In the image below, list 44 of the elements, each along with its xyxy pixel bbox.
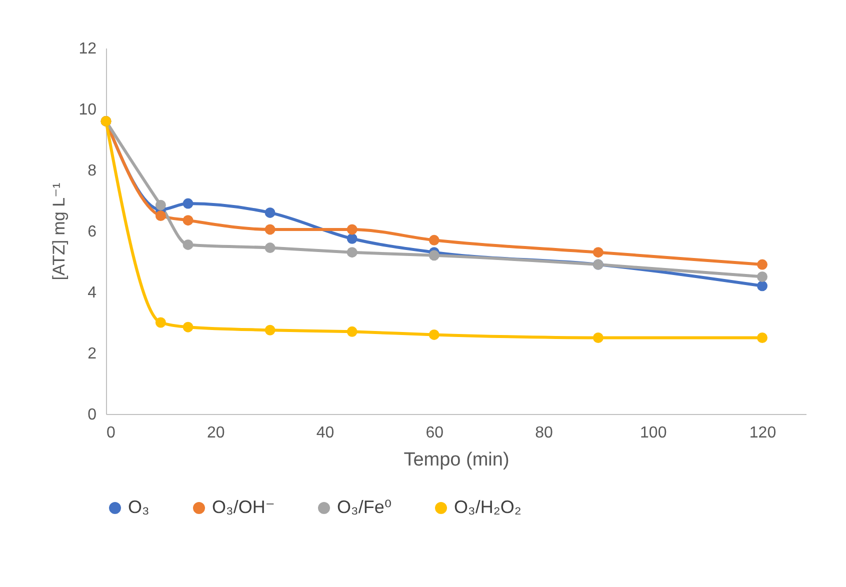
point [155,317,166,328]
x-tick-label: 20 [206,424,225,442]
point [428,329,440,340]
point [346,326,358,337]
point [592,247,604,258]
point [346,224,358,235]
point [182,215,194,226]
point [757,332,768,343]
point [757,259,768,270]
point [264,242,276,254]
point [428,234,440,246]
x-tick-label: 100 [640,424,667,442]
point [346,247,358,258]
x-axis-title: Tempo (min) [404,450,510,470]
point [592,332,604,343]
point [264,324,276,336]
legend-label: O₃/OH⁻ [212,497,275,517]
x-tick-label: 60 [426,424,444,442]
y-tick-label: 6 [88,224,97,240]
y-tick-label: 8 [88,162,97,180]
x-tick-label: 0 [106,424,116,442]
point [155,200,166,210]
point [757,280,768,292]
y-tick-label: 4 [88,284,97,302]
y-tick-label: 10 [78,102,97,118]
y-axis-title: [ATZ] mg L⁻¹ [50,182,69,280]
y-tick-label: 12 [78,40,97,58]
point [182,198,194,209]
x-tick-label: 40 [316,424,334,442]
point [428,250,440,261]
x-tick-label: 120 [749,424,776,442]
point [155,210,166,221]
point [757,272,768,282]
point [182,322,194,332]
x-tick-label: 80 [535,424,553,442]
y-tick-label: 0 [88,406,97,424]
legend-label: O₃/Fe⁰ [337,497,392,517]
y-tick-label: 2 [88,346,97,362]
legend-label: O₃ [128,497,150,517]
legend-label: O₃/H₂O₂ [454,497,522,517]
point [264,224,276,235]
point [264,207,276,218]
point [346,233,358,244]
point [182,239,194,250]
